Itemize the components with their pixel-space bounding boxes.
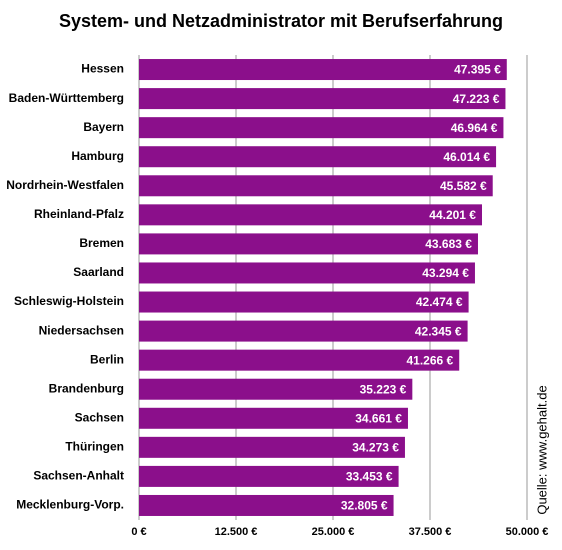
value-label: 34.661 € <box>355 411 402 425</box>
value-label: 47.395 € <box>454 63 501 77</box>
y-tick-label: Baden-Württemberg <box>9 91 124 105</box>
bar <box>139 320 468 342</box>
x-tick-label: 50.000 € <box>506 526 549 538</box>
x-tick-label: 37.500 € <box>409 526 452 538</box>
chart-title: System- und Netzadministrator mit Berufs… <box>59 11 503 31</box>
value-label: 43.683 € <box>425 237 472 251</box>
value-label: 41.266 € <box>407 353 454 367</box>
value-label: 46.964 € <box>451 121 498 135</box>
bar <box>139 117 504 139</box>
bar <box>139 59 507 81</box>
bar <box>139 204 482 226</box>
y-tick-label: Bayern <box>83 120 124 134</box>
value-label: 34.273 € <box>352 441 399 455</box>
y-tick-label: Hessen <box>81 62 124 76</box>
value-label: 32.805 € <box>341 499 388 513</box>
bar <box>139 88 506 110</box>
value-label: 35.223 € <box>360 382 407 396</box>
bar <box>139 378 413 400</box>
y-tick-label: Sachsen <box>75 410 124 424</box>
value-label: 47.223 € <box>453 92 500 106</box>
value-label: 46.014 € <box>443 150 490 164</box>
bar <box>139 262 475 284</box>
y-tick-label: Rheinland-Pfalz <box>34 207 124 221</box>
y-tick-label: Mecklenburg-Vorp. <box>16 498 124 512</box>
y-tick-label: Sachsen-Anhalt <box>33 469 124 483</box>
y-tick-label: Hamburg <box>71 149 124 163</box>
bar <box>139 175 493 197</box>
x-tick-label: 0 € <box>131 526 146 538</box>
value-label: 43.294 € <box>422 266 469 280</box>
y-tick-label: Brandenburg <box>49 381 124 395</box>
bar <box>139 349 460 371</box>
bar <box>139 407 408 429</box>
value-label: 33.453 € <box>346 470 393 484</box>
y-tick-label: Niedersachsen <box>39 323 124 337</box>
source-note: Quelle: www.gehalt.de <box>534 385 549 514</box>
y-tick-label: Nordrhein-Westfalen <box>6 178 124 192</box>
value-label: 42.345 € <box>415 324 462 338</box>
y-tick-label: Saarland <box>73 265 124 279</box>
y-tick-label: Bremen <box>79 236 124 250</box>
bar <box>139 291 469 313</box>
value-label: 44.201 € <box>429 208 476 222</box>
bar <box>139 436 405 458</box>
bar <box>139 494 394 516</box>
bar <box>139 146 497 168</box>
y-tick-label: Berlin <box>90 352 124 366</box>
x-tick-label: 12.500 € <box>215 526 258 538</box>
y-tick-label: Thüringen <box>65 440 124 454</box>
y-tick-label: Schleswig-Holstein <box>14 294 124 308</box>
x-tick-label: 25.000 € <box>312 526 355 538</box>
bar <box>139 465 399 487</box>
value-label: 45.582 € <box>440 179 487 193</box>
bar <box>139 233 478 255</box>
value-label: 42.474 € <box>416 295 463 309</box>
